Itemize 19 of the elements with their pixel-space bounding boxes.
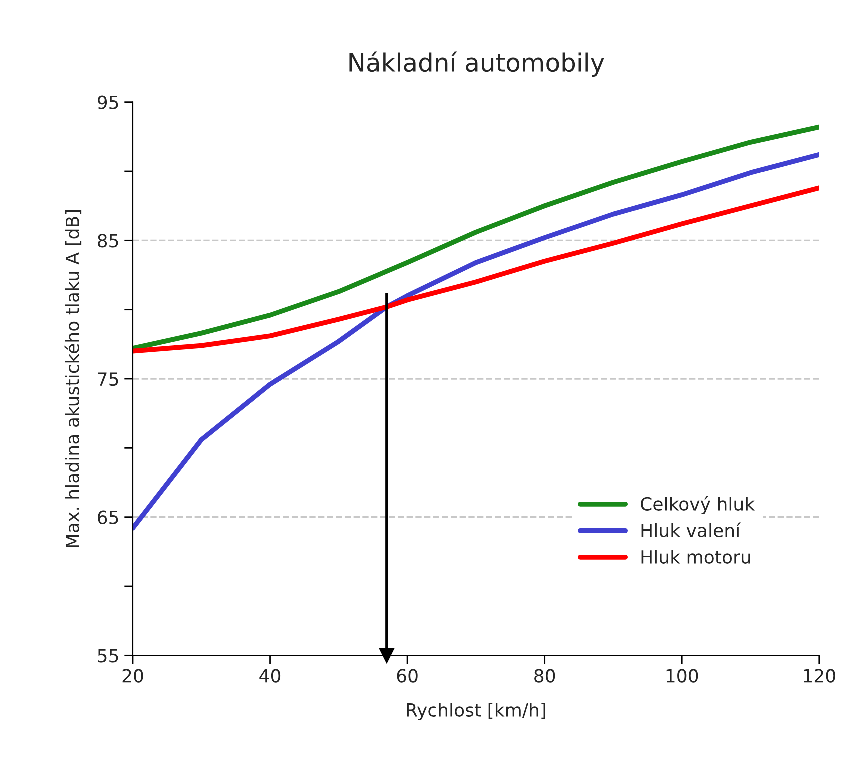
x-tick-label: 80: [534, 669, 556, 683]
y-tick-label: 55: [98, 649, 118, 663]
x-tick-label: 120: [804, 669, 836, 683]
x-tick-label: 40: [260, 669, 281, 683]
line-series: [132, 124, 820, 351]
line-series: [132, 186, 820, 354]
y-axis-title: Max. hladina akustického tlaku A [dB]: [64, 210, 82, 548]
chart-title: Nákladní automobily: [350, 52, 604, 77]
y-tick-label: 85: [98, 234, 118, 248]
x-tick-label: 100: [666, 669, 698, 683]
y-tick-label: 95: [98, 96, 118, 110]
x-tick-label: 20: [122, 669, 144, 683]
legend-label: Hluk motoru: [642, 550, 750, 564]
legend-label: Celkový hluk: [641, 496, 756, 514]
y-tick-label: 75: [98, 372, 118, 386]
y-tick-label: 65: [98, 510, 118, 524]
x-tick-label: 60: [397, 669, 418, 683]
legend-label: Hluk valení: [642, 522, 742, 538]
x-axis-title: Rychlost [km/h]: [407, 703, 546, 720]
